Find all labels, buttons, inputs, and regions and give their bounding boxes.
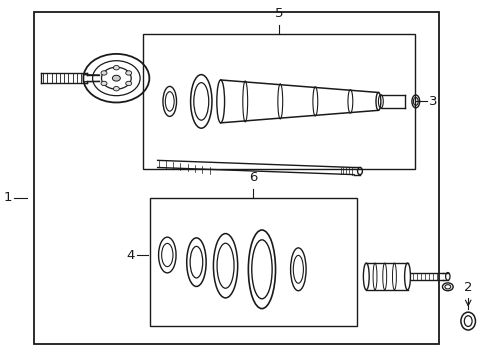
Circle shape bbox=[113, 66, 119, 70]
Text: 4: 4 bbox=[126, 248, 135, 261]
Text: 5: 5 bbox=[274, 7, 283, 20]
Text: 6: 6 bbox=[249, 171, 257, 184]
Circle shape bbox=[125, 81, 131, 86]
Bar bbox=[150, 198, 356, 327]
Text: 2: 2 bbox=[463, 281, 471, 294]
Text: 1: 1 bbox=[3, 192, 12, 204]
Circle shape bbox=[113, 86, 119, 91]
Circle shape bbox=[112, 75, 120, 81]
Text: 3: 3 bbox=[428, 95, 437, 108]
Circle shape bbox=[101, 81, 107, 86]
Circle shape bbox=[101, 71, 107, 75]
Bar bbox=[34, 12, 438, 344]
Bar bbox=[143, 33, 414, 169]
Circle shape bbox=[125, 71, 131, 75]
